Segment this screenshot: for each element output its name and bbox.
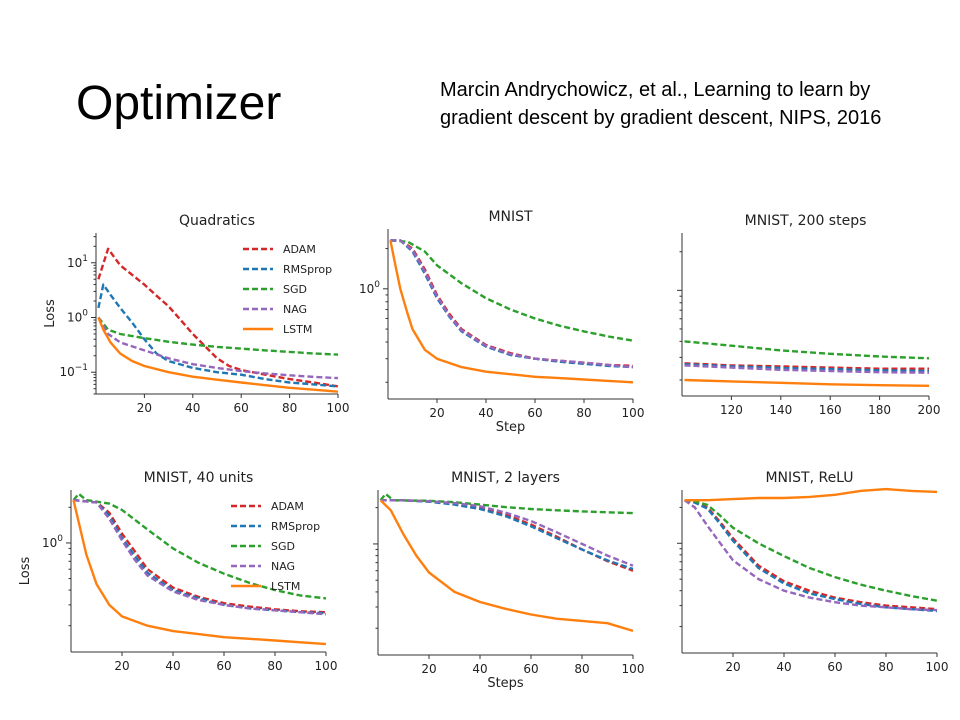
series-line-adam	[390, 239, 634, 368]
chart-title: MNIST	[488, 209, 533, 225]
series-line-nag	[73, 498, 327, 616]
series-line-nag	[380, 499, 634, 567]
y-tick-label: 100	[359, 280, 380, 296]
legend: ADAM RMSprop SGD NAG LSTM	[231, 500, 320, 593]
legend-label-nag: NAG	[271, 560, 295, 573]
x-tick-label: 200	[918, 403, 941, 417]
x-tick-label: 60	[527, 406, 542, 420]
x-tick-label: 80	[574, 662, 589, 676]
x-tick-label: 60	[216, 659, 231, 673]
series-line-nag	[684, 364, 930, 374]
x-tick-label: 80	[267, 659, 282, 673]
x-tick-label: 80	[576, 406, 591, 420]
legend-label-lstm: LSTM	[271, 580, 300, 593]
citation-line-2: gradient descent by gradient descent, NI…	[440, 107, 882, 129]
x-tick-label: 20	[137, 401, 152, 415]
chart-panel-quadratics: Quadratics 20 40 60 80 100 101 100 10−1 Loss ADAM R…	[43, 213, 349, 415]
series-line-nag	[97, 316, 339, 380]
chart-title: Quadratics	[179, 213, 255, 229]
chart-title: MNIST, 2 layers	[451, 470, 560, 486]
series-line-sgd	[97, 316, 339, 356]
series-line-lstm	[684, 487, 938, 502]
x-tick-label: 20	[429, 406, 444, 420]
series-line-lstm	[379, 499, 634, 633]
series-line-sgd	[72, 492, 327, 600]
series-line-adam	[97, 247, 339, 388]
legend-label-adam: ADAM	[283, 243, 316, 256]
series-line-sgd	[684, 499, 938, 602]
y-tick-label: 101	[67, 254, 88, 270]
x-tick-label: 40	[185, 401, 200, 415]
series-line-nag	[683, 499, 938, 612]
x-tick-label: 140	[769, 403, 792, 417]
legend-label-sgd: SGD	[271, 540, 295, 553]
chart-panel-mnist-2-layers: MNIST, 2 layers 20 40 60 80 100 Steps	[373, 470, 644, 691]
series-line-lstm	[684, 378, 930, 387]
series-line-lstm	[389, 240, 634, 384]
series-line-adam	[73, 498, 327, 614]
x-tick-label: 160	[819, 403, 842, 417]
series-line-lstm	[97, 317, 339, 393]
x-tick-label: 40	[478, 406, 493, 420]
series-line-lstm	[72, 499, 327, 646]
series-line-rmsprop	[390, 239, 634, 369]
y-tick-label: 100	[42, 534, 63, 550]
x-tick-label: 100	[622, 662, 645, 676]
series-line-sgd	[684, 340, 930, 360]
legend-label-lstm: LSTM	[283, 323, 312, 336]
x-tick-label: 40	[165, 659, 180, 673]
x-tick-label: 60	[523, 662, 538, 676]
chart-panel-mnist: MNIST 20 40 60 80 100 100 Step	[359, 209, 644, 435]
legend-label-rmsprop: RMSprop	[283, 263, 332, 276]
x-tick-label: 80	[282, 401, 297, 415]
chart-panel-mnist-40-units: MNIST, 40 units 20 40 60 80 100 100 Loss ADAM RMS…	[18, 470, 337, 673]
legend-label-rmsprop: RMSprop	[271, 520, 320, 533]
series-line-nag	[390, 239, 634, 369]
y-axis-label: Loss	[43, 299, 58, 328]
x-tick-label: 100	[327, 401, 350, 415]
x-axis-label: Step	[496, 420, 526, 435]
x-tick-label: 60	[234, 401, 249, 415]
series-line-rmsprop	[684, 499, 938, 613]
y-axis-label: Loss	[18, 557, 33, 586]
slide-title: Optimizer	[76, 77, 282, 130]
chart-title: MNIST, 200 steps	[745, 213, 867, 229]
x-tick-label: 60	[827, 660, 842, 674]
citation: Marcin Andrychowicz, et al., Learning to…	[440, 76, 940, 132]
x-tick-label: 40	[472, 662, 487, 676]
x-tick-label: 20	[725, 660, 740, 674]
citation-line-1: Marcin Andrychowicz, et al., Learning to…	[440, 79, 871, 101]
chart-title: MNIST, ReLU	[765, 470, 853, 486]
x-tick-label: 120	[720, 403, 743, 417]
x-tick-label: 40	[776, 660, 791, 674]
x-tick-label: 100	[315, 659, 338, 673]
y-tick-label: 100	[67, 308, 88, 324]
x-tick-label: 100	[622, 406, 645, 420]
x-tick-label: 20	[421, 662, 436, 676]
x-tick-label: 100	[926, 660, 949, 674]
legend-label-adam: ADAM	[271, 500, 304, 513]
legend-label-nag: NAG	[283, 303, 307, 316]
chart-panel-mnist-200-steps: MNIST, 200 steps 120 140 160 180 200	[677, 213, 940, 417]
series-line-rmsprop	[97, 283, 339, 388]
legend-label-sgd: SGD	[283, 283, 307, 296]
chart-panel-mnist-relu: MNIST, ReLU 20 40 60 80 100	[677, 470, 948, 674]
series-line-sgd	[379, 492, 634, 515]
x-axis-label: Steps	[487, 676, 524, 691]
x-tick-label: 80	[878, 660, 893, 674]
legend: ADAM RMSprop SGD NAG LSTM	[243, 243, 332, 336]
series-line-sgd	[390, 239, 634, 342]
x-tick-label: 20	[114, 659, 129, 673]
chart-title: MNIST, 40 units	[144, 470, 254, 486]
y-tick-label: 10−1	[59, 363, 88, 379]
x-tick-label: 180	[868, 403, 891, 417]
series-line-adam	[684, 499, 938, 611]
